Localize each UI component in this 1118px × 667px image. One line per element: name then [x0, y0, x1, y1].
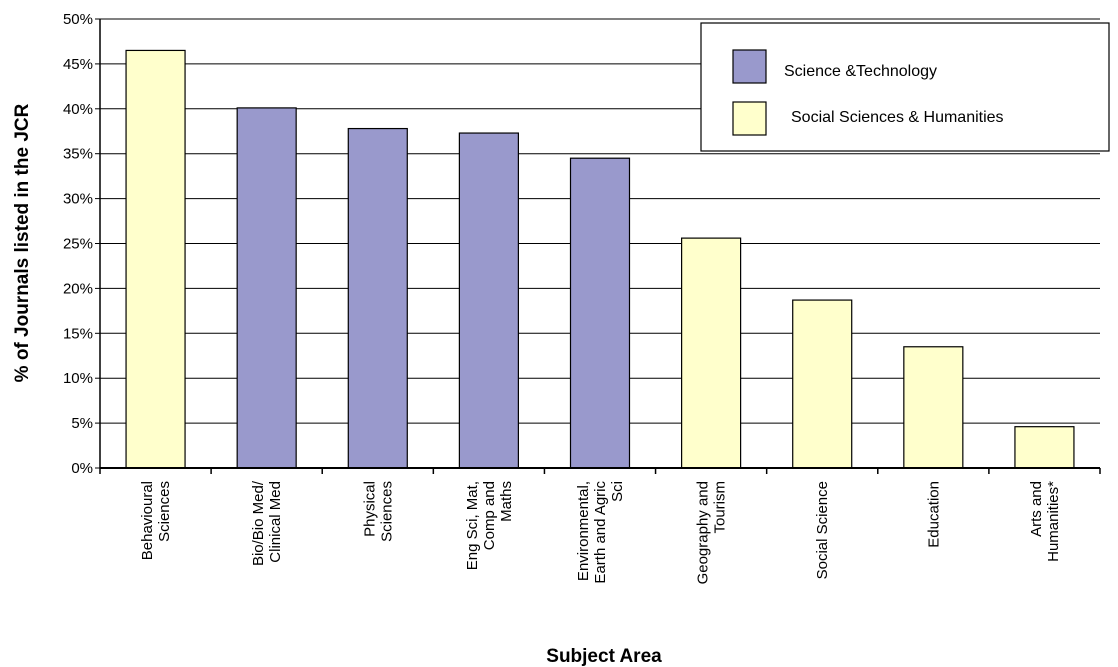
bar — [458, 132, 519, 469]
bar — [347, 127, 408, 469]
y-tick-label: 45% — [63, 56, 93, 73]
x-category-labels: Behavioural Sciences Bio/Bio Med/Clinical … — [139, 480, 1062, 584]
x-category-label-line: Clinical Med — [267, 481, 284, 563]
y-tick-label: 20% — [63, 280, 93, 297]
legend-label: Science &Technology — [784, 63, 937, 80]
x-category-label-line: Physical — [361, 481, 378, 537]
x-category-label-line: Eng Sci, Mat, — [464, 481, 481, 570]
legend: Science &Technology Social Sciences & Hum… — [700, 22, 1110, 152]
y-tick-label: 30% — [63, 191, 93, 208]
y-tick-label: 5% — [71, 415, 93, 432]
y-tick-label: 0% — [71, 460, 93, 477]
bar — [125, 49, 186, 469]
legend-box — [700, 22, 1110, 152]
x-category-label-line: Sciences — [156, 481, 173, 542]
x-category-label-line: Bio/Bio Med/ — [250, 480, 267, 566]
x-category-label: Eng Sci, Mat, Comp and Maths — [464, 481, 515, 570]
y-axis-title: % of Journals listed in the JCR — [12, 103, 33, 382]
x-category-label-line: Sciences — [378, 481, 395, 542]
bar — [792, 299, 853, 469]
x-category-label-line: Environmental, — [575, 481, 592, 581]
bar — [1014, 426, 1075, 469]
axes — [95, 18, 1101, 474]
x-category-label-line: Earth and Agric — [592, 481, 609, 584]
x-category-label: Behavioural Sciences — [139, 481, 173, 560]
legend-swatch — [732, 101, 767, 136]
y-tick-labels: 0% 5% 10% 15% 20% 25% 30% 35% 40% 45% 50% — [63, 11, 93, 477]
x-category-label-line: Social Science — [814, 481, 831, 579]
y-tick-label: 50% — [63, 11, 93, 28]
x-category-label-line: Behavioural — [139, 481, 156, 560]
x-category-label: Physical Sciences — [361, 481, 395, 542]
x-category-label-line: Geography and — [695, 481, 712, 584]
x-category-label: Education — [925, 481, 942, 548]
bar — [903, 346, 964, 469]
x-category-label-line: Maths — [498, 481, 515, 522]
x-category-label: Environmental, Earth and Agric Sci — [575, 481, 626, 584]
x-category-label: Social Science — [814, 481, 831, 579]
y-tick-label: 15% — [63, 325, 93, 342]
x-category-label: Geography and Tourism — [695, 481, 729, 584]
x-category-label-line: Education — [925, 481, 942, 548]
bar — [569, 157, 631, 469]
y-tick-label: 35% — [63, 146, 93, 163]
y-tick-label: 40% — [63, 101, 93, 118]
bar — [236, 107, 297, 469]
x-category-label-line: Arts and — [1028, 481, 1045, 537]
legend-swatch — [732, 49, 767, 84]
bar — [681, 237, 742, 469]
x-category-label-line: Humanities* — [1045, 481, 1062, 562]
y-tick-label: 10% — [63, 370, 93, 387]
x-category-label: Arts and Humanities* — [1028, 481, 1062, 562]
x-axis-title: Subject Area — [546, 646, 662, 667]
x-category-label: Bio/Bio Med/Clinical Med — [250, 480, 284, 566]
x-category-label-line: Comp and — [481, 481, 498, 550]
x-category-label-line: Sci — [609, 481, 626, 502]
legend-label: Social Sciences & Humanities — [791, 109, 1004, 126]
y-tick-label: 25% — [63, 236, 93, 253]
x-category-label-line: Tourism — [712, 481, 729, 534]
